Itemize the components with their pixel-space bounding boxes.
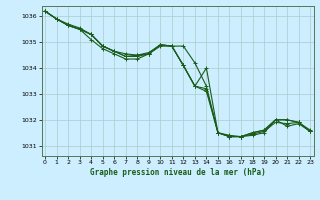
X-axis label: Graphe pression niveau de la mer (hPa): Graphe pression niveau de la mer (hPa) [90,168,266,177]
